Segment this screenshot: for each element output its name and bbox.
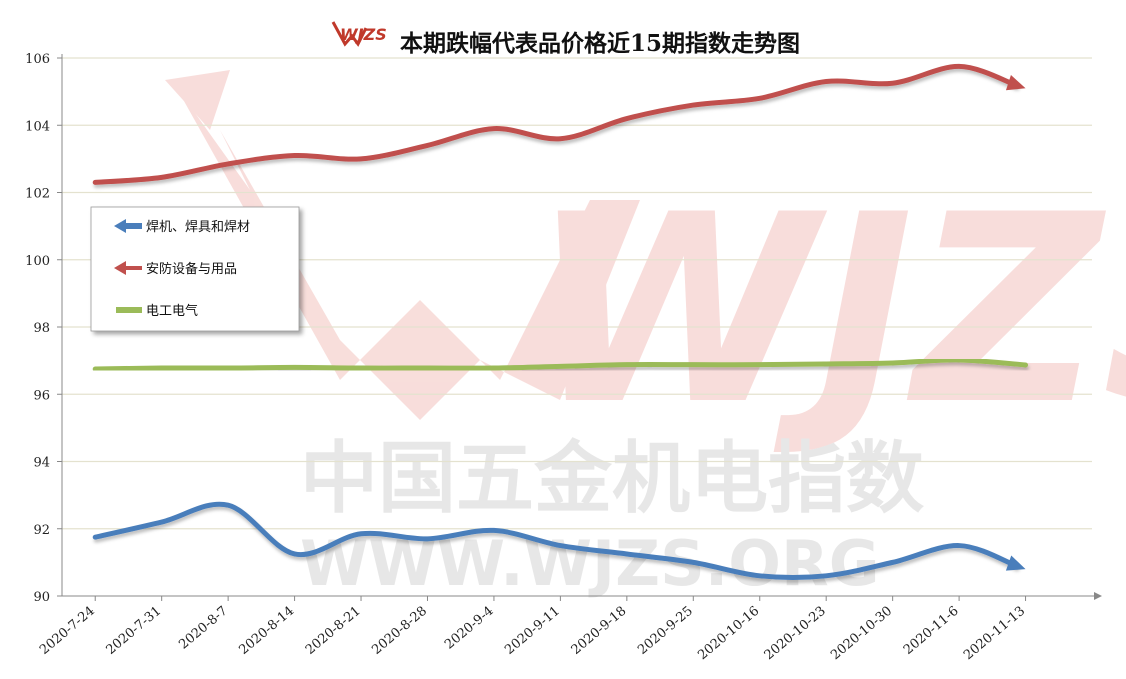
y-tick-label: 100 <box>25 254 50 269</box>
logo-text: WJZS <box>340 25 387 44</box>
watermark-line1: 中国五金机电指数 <box>300 434 924 524</box>
series-lines <box>92 63 1029 580</box>
y-tick-label: 102 <box>25 187 50 202</box>
x-tick-label: 2020-7-24 <box>37 604 98 658</box>
watermark: WJZS 中国五金机电指数 WWW.WJZS.ORG <box>165 70 1126 600</box>
legend-label: 安防设备与用品 <box>146 261 237 277</box>
x-tick-label: 2020-7-31 <box>104 604 165 658</box>
series-line-1 <box>92 501 1019 580</box>
legend-arrowhead <box>114 219 126 233</box>
series-arrowhead-1 <box>1005 555 1026 571</box>
y-tick-label: 98 <box>33 321 50 336</box>
series-line-3 <box>92 357 1029 372</box>
x-tick-label: 2020-11-13 <box>961 604 1028 664</box>
watermark-brand: WJZS <box>530 160 1126 462</box>
y-tick-label: 94 <box>33 456 50 471</box>
watermark-line2: WWW.WJZS.ORG <box>300 527 880 600</box>
x-tick-label: 2020-9-11 <box>502 604 563 658</box>
x-tick-label: 2020-9-18 <box>569 604 630 658</box>
x-tick-label: 2020-8-21 <box>303 604 364 658</box>
grid-lines <box>57 57 1092 597</box>
x-tick-labels: 2020-7-24 2020-7-31 2020-8-7 2020-8-14 2020-… <box>37 604 1028 664</box>
legend-label: 焊机、焊具和焊材 <box>146 219 250 235</box>
x-tick-label: 2020-8-14 <box>236 604 297 658</box>
x-axis-arrow <box>1094 592 1102 600</box>
title-logo: WJZS <box>331 21 387 47</box>
legend-arrowhead <box>114 261 126 275</box>
chart-title: 本期跌幅代表品价格近15期指数走势图 <box>400 30 800 57</box>
x-tick-label: 2020-9-4 <box>442 604 496 653</box>
x-tick-label: 2020-10-23 <box>762 604 829 664</box>
y-tick-labels: 90 92 94 96 98 100 102 104 106 <box>25 52 50 605</box>
x-tick-label: 2020-10-16 <box>695 604 762 664</box>
x-tick-label: 2020-8-7 <box>176 604 230 653</box>
y-tick-label: 104 <box>25 119 50 134</box>
legend-label: 电工电气 <box>146 303 198 319</box>
axes <box>61 54 1102 601</box>
y-tick-label: 90 <box>33 590 50 605</box>
series-line-2 <box>92 63 1019 185</box>
x-tick-label: 2020-8-28 <box>369 604 430 658</box>
x-tick-label: 2020-9-25 <box>635 604 696 658</box>
x-tick-label: 2020-11-6 <box>901 604 962 658</box>
x-tick-label: 2020-10-30 <box>828 604 895 664</box>
y-tick-label: 106 <box>25 52 50 67</box>
y-tick-label: 96 <box>33 388 50 403</box>
y-tick-label: 92 <box>33 523 50 538</box>
series-arrowhead-2 <box>1005 75 1026 91</box>
